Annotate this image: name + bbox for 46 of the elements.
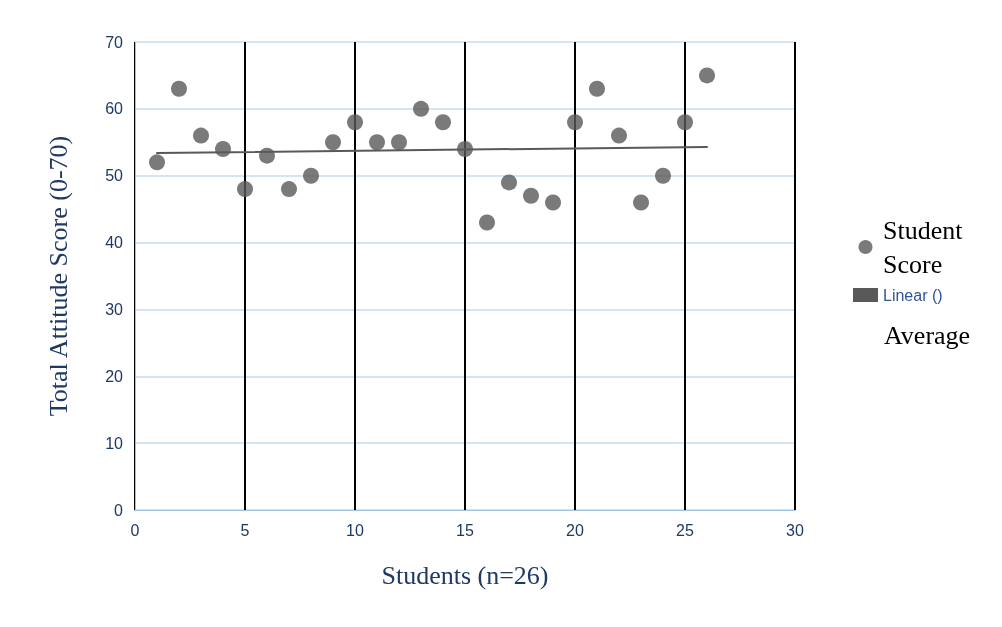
point: [347, 114, 363, 131]
point: [171, 80, 187, 97]
point: [435, 114, 451, 131]
legend-label: Student Score: [883, 215, 969, 279]
x-tick-label: 25: [676, 521, 694, 539]
x-tick-label: 0: [130, 521, 140, 539]
point: [237, 181, 253, 198]
point: [369, 134, 385, 151]
point: [545, 194, 561, 211]
point: [193, 127, 209, 144]
point: [149, 154, 165, 171]
x-axis-title: Students (n=26): [381, 560, 549, 590]
y-tick-label: 40: [105, 234, 124, 252]
point: [457, 140, 473, 157]
point: [281, 181, 297, 198]
point: [677, 114, 693, 131]
y-tick-label: 0: [114, 501, 124, 519]
y-tick-label: 20: [105, 367, 124, 385]
point: [479, 214, 495, 231]
point: [259, 147, 275, 164]
point: [567, 114, 583, 131]
point: [699, 67, 715, 84]
point: [523, 187, 539, 204]
x-tick-label: 15: [456, 521, 474, 539]
point: [655, 167, 671, 184]
x-tick-label: 30: [786, 521, 804, 539]
x-tick-label: 20: [566, 521, 584, 539]
legend-label: Linear (): [883, 286, 943, 304]
x-tick-label: 10: [346, 521, 364, 539]
point: [325, 134, 341, 151]
point: [413, 100, 429, 117]
point: [391, 134, 407, 151]
point: [501, 174, 517, 191]
y-tick-label: 30: [105, 300, 124, 318]
point: [303, 167, 319, 184]
y-tick-label: 70: [105, 33, 124, 51]
point: [611, 127, 627, 144]
y-tick-label: 10: [105, 434, 124, 452]
point: [589, 80, 605, 97]
point: [215, 140, 231, 157]
text: Average: [884, 320, 971, 350]
y-axis-title: Total Attitude Score (0-70): [43, 135, 73, 417]
y-tick-label: 60: [105, 100, 124, 118]
x-tick-label: 5: [240, 521, 250, 539]
point: [633, 194, 649, 211]
y-tick-label: 50: [105, 167, 124, 185]
